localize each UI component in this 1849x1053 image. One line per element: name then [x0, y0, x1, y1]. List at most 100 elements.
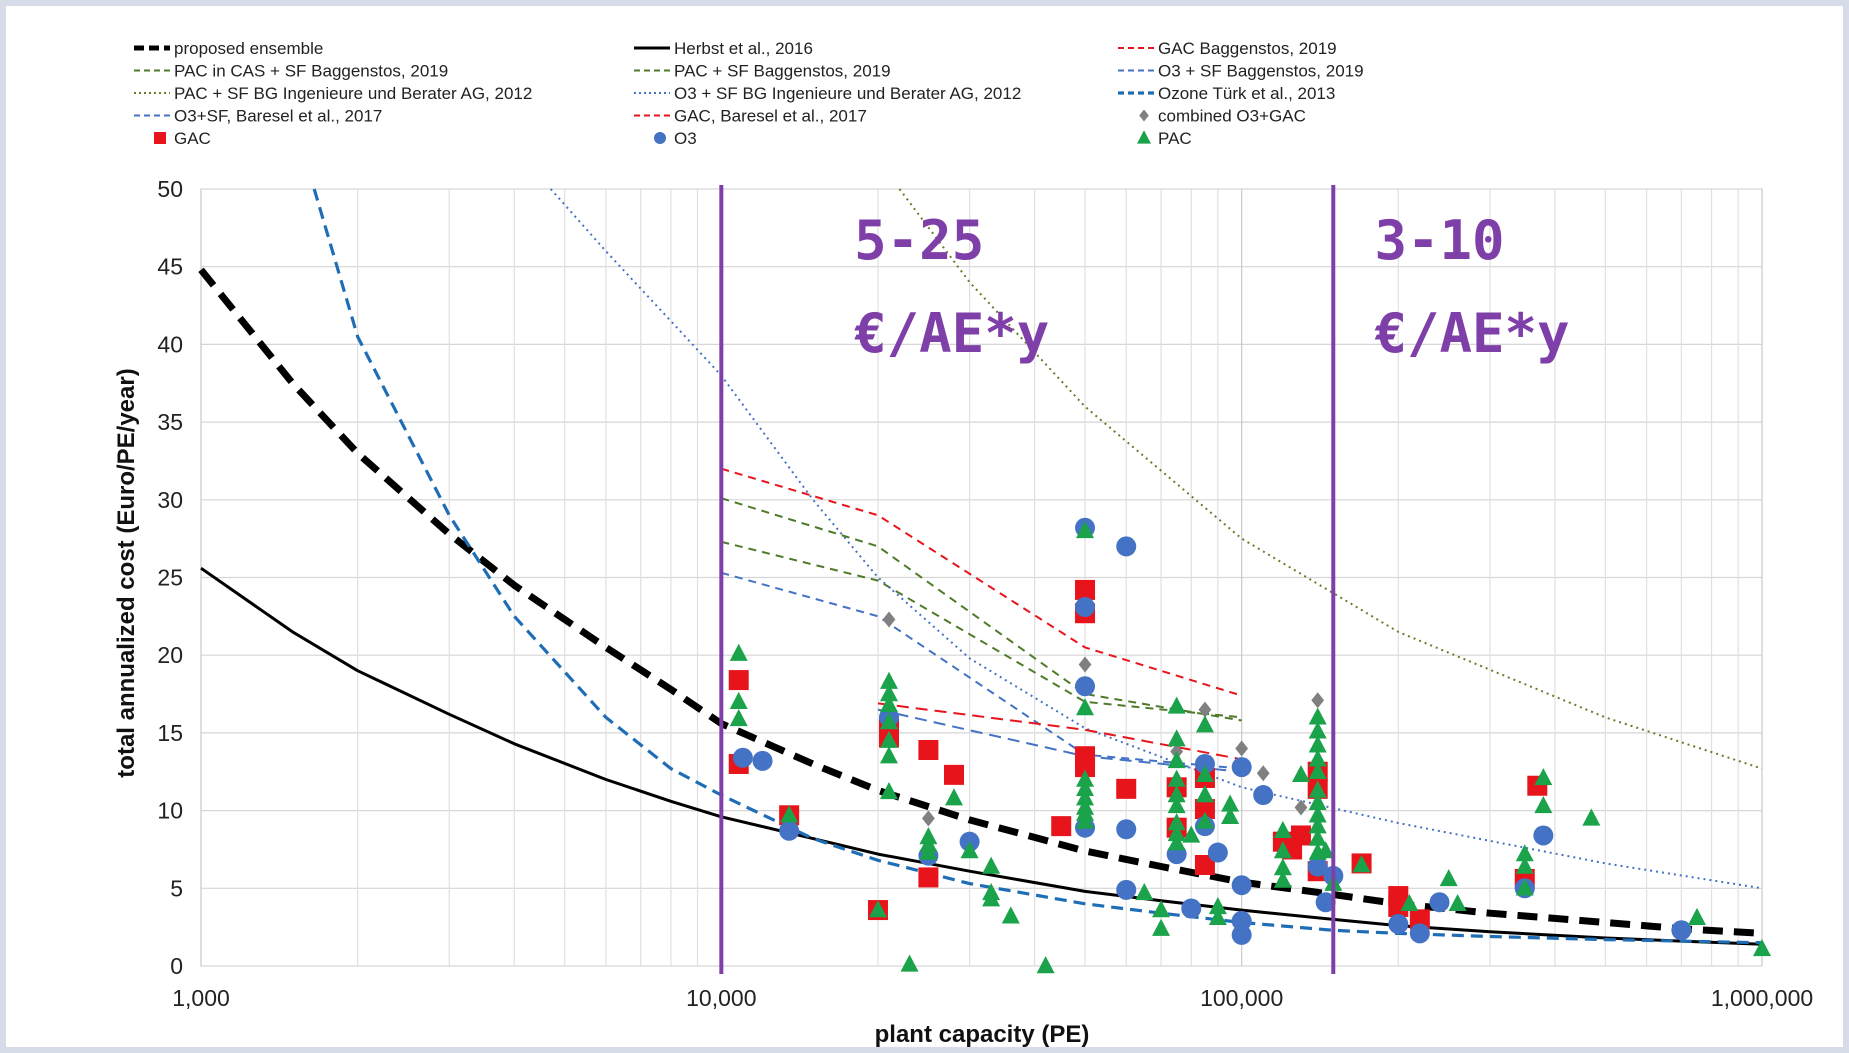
legend-item-combined-o3-gac: combined O3+GAC — [1139, 107, 1306, 126]
marker-gac — [1075, 757, 1096, 778]
marker-o3 — [1253, 785, 1274, 806]
marker-o3 — [1075, 676, 1096, 697]
legend-label: proposed ensemble — [174, 39, 323, 58]
marker-pac — [1167, 785, 1186, 803]
marker-pac — [1036, 956, 1055, 974]
legend-swatch — [1137, 130, 1151, 144]
marker-pac — [1352, 855, 1371, 873]
series-line-gac-baggenstos-2019 — [721, 467, 1242, 697]
marker-pac — [879, 782, 898, 800]
marker-gac — [918, 867, 939, 888]
marker-gac — [944, 764, 965, 785]
marker-pac — [879, 695, 898, 713]
legend-item-o3-sf-bg-ingenieure-und-berater-ag-2012: O3 + SF BG Ingenieure und Berater AG, 20… — [634, 84, 1021, 103]
marker-pac — [1273, 858, 1292, 876]
legend-label: O3 + SF BG Ingenieure und Berater AG, 20… — [674, 84, 1021, 103]
marker-pac — [1195, 785, 1214, 803]
legend-label: PAC + SF Baggenstos, 2019 — [674, 62, 891, 81]
legend-label: GAC — [174, 129, 211, 148]
marker-pac — [1534, 796, 1553, 814]
y-tick-label: 45 — [157, 254, 183, 280]
y-tick-label: 25 — [157, 565, 183, 591]
marker-pac — [1167, 824, 1186, 842]
cost-range-label: 3-10 — [1374, 209, 1504, 272]
marker-pac — [1308, 749, 1327, 767]
cost-vs-capacity-chart: 5-25 €/AE*y 3-10 €/AE*y 0 5 10 15 20 25 30 35 40 45 5… — [113, 39, 1813, 1047]
grid — [200, 188, 1763, 967]
x-tick-label: 1,000,000 — [1711, 985, 1813, 1011]
marker-gac — [1290, 825, 1311, 846]
marker-pac — [1308, 792, 1327, 811]
legend-item-o3: O3 — [654, 129, 697, 148]
legend-label: combined O3+GAC — [1158, 107, 1306, 126]
y-axis-title: total annualized cost (Euro/PE/year) — [113, 368, 140, 777]
legend-label: GAC, Baresel et al., 2017 — [674, 107, 867, 126]
marker-pac — [1273, 870, 1292, 888]
marker-pac — [1291, 764, 1310, 783]
marker-gac — [1194, 854, 1215, 875]
marker-o3 — [1207, 842, 1228, 863]
marker-o3 — [1231, 875, 1252, 896]
marker-pac — [1448, 893, 1467, 912]
marker-gac — [728, 670, 749, 691]
marker-o3 — [1181, 898, 1202, 919]
marker-o3 — [752, 750, 773, 771]
legend-label: Ozone Türk et al., 2013 — [1158, 84, 1335, 103]
marker-combined-o3-gac — [1235, 740, 1249, 757]
marker-pac — [1195, 811, 1214, 829]
legend-item-ozone-t-rk-et-al-2013: Ozone Türk et al., 2013 — [1118, 84, 1335, 103]
marker-combined-o3-gac — [1256, 765, 1270, 782]
marker-pac — [1308, 828, 1327, 846]
marker-o3 — [779, 820, 800, 841]
series-line-pac-sf-baggenstos-2019 — [721, 540, 1242, 719]
marker-pac — [879, 684, 898, 702]
marker-pac — [1273, 820, 1292, 839]
marker-pac — [1221, 806, 1240, 825]
marker-pac — [1182, 825, 1201, 843]
marker-pac — [1308, 805, 1327, 823]
marker-gac — [1051, 816, 1072, 837]
marker-pac — [982, 856, 1001, 874]
marker-pac — [1308, 735, 1327, 753]
y-tick-label: 15 — [157, 720, 183, 746]
marker-pac — [1400, 893, 1419, 912]
marker-combined-o3-gac — [1198, 701, 1212, 718]
marker-pac — [729, 709, 748, 727]
marker-o3 — [1194, 753, 1215, 774]
marker-pac — [879, 671, 898, 689]
marker-gac — [1194, 799, 1215, 820]
marker-o3 — [1671, 920, 1692, 941]
marker-pac — [1076, 698, 1095, 716]
series-line-proposed-ensemble — [198, 267, 1763, 937]
marker-pac — [1167, 796, 1186, 814]
legend-swatch — [154, 132, 166, 144]
scatter-markers — [728, 517, 1771, 974]
marker-combined-o3-gac — [1311, 692, 1325, 709]
marker-pac — [1582, 808, 1601, 826]
marker-pac — [868, 900, 887, 918]
y-tick-label: 50 — [157, 176, 183, 202]
marker-pac — [1308, 707, 1327, 725]
marker-pac — [1076, 811, 1095, 829]
legend-label: Herbst et al., 2016 — [674, 39, 813, 58]
marker-o3 — [1533, 825, 1554, 846]
marker-o3 — [1231, 910, 1252, 931]
legend-item-o3-sf-baresel-et-al-2017: O3+SF, Baresel et al., 2017 — [134, 107, 382, 126]
marker-pac — [1076, 769, 1095, 787]
marker-gac — [1075, 579, 1096, 600]
x-tick-label: 100,000 — [1200, 985, 1283, 1011]
legend-item-o3-sf-baggenstos-2019: O3 + SF Baggenstos, 2019 — [1118, 62, 1364, 81]
marker-o3 — [1231, 757, 1252, 778]
marker-pac — [1753, 939, 1771, 957]
marker-pac — [1167, 833, 1186, 851]
legend-label: PAC — [1158, 129, 1192, 148]
marker-pac — [1208, 897, 1227, 915]
legend-item-herbst-et-al-2016: Herbst et al., 2016 — [634, 39, 813, 58]
marker-pac — [1167, 750, 1186, 769]
marker-pac — [1221, 794, 1240, 812]
legend-label: GAC Baggenstos, 2019 — [1158, 39, 1337, 58]
marker-pac — [1076, 520, 1095, 539]
marker-pac — [1273, 841, 1292, 859]
marker-pac — [1308, 780, 1327, 798]
marker-o3 — [1116, 819, 1137, 840]
